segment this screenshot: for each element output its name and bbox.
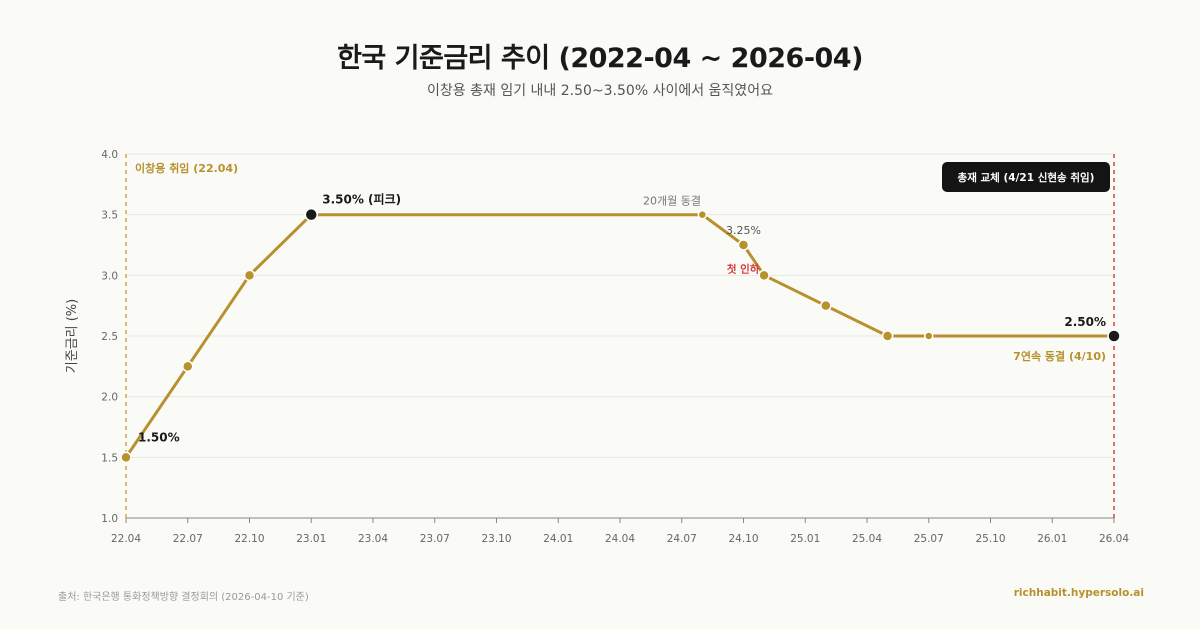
y-tick-label: 3.5 [101,210,118,222]
x-tick-label: 23.01 [296,533,326,545]
x-tick-label: 22.07 [173,533,203,545]
x-tick-label: 25.07 [914,533,944,545]
page-subtitle: 이창용 총재 임기 내내 2.50~3.50% 사이에서 움직였어요 [427,83,773,99]
data-point [182,360,194,373]
page-title: 한국 기준금리 추이 (2022-04 ~ 2026-04) [337,43,863,74]
x-tick-label: 26.01 [1037,533,1067,545]
data-point [924,331,934,341]
start-event-label: 이창용 취임 (22.04) [135,161,238,175]
x-tick-label: 25.04 [852,533,882,545]
x-tick-label: 26.04 [1099,533,1129,545]
y-tick-label: 3.0 [101,270,118,282]
y-tick-label: 1.5 [101,452,118,464]
data-point [243,269,256,282]
source-note: 출처: 한국은행 통화정책방향 결정회의 (2026-04-10 기준) [58,592,309,603]
brand-link[interactable]: richhabit.hypersolo.ai [1013,587,1144,599]
x-tick-label: 25.01 [790,533,820,545]
data-point [697,209,708,220]
x-tick-label: 24.07 [667,533,697,545]
governor-change-label: 총재 교체 (4/21 신현송 취임) [958,171,1095,184]
x-tick-label: 24.04 [605,533,635,545]
x-tick-label: 23.04 [358,533,388,545]
data-point [758,269,770,282]
data-point [737,239,750,251]
first-cut-label: 첫 인하 [727,262,760,275]
end-freeze-label: 7연속 동결 (4/10) [1013,349,1106,363]
data-point [881,330,894,342]
governor-change-badge [942,162,1110,192]
x-tick-label: 22.10 [234,533,264,545]
data-point [120,451,132,464]
y-tick-label: 1.0 [101,513,118,525]
end-marker [1107,329,1121,343]
peak-marker [304,207,318,222]
x-tick-label: 24.10 [728,533,758,545]
y-tick-label: 2.0 [101,392,118,404]
start-value-label: 1.50% [138,430,180,444]
end-value-label: 2.50% [1064,315,1106,329]
y-tick-label: 4.0 [101,149,118,161]
freeze-label: 20개월 동결 [643,195,701,208]
x-tick-label: 22.04 [111,533,141,545]
x-tick-label: 24.01 [543,533,573,545]
x-tick-label: 23.10 [481,533,511,545]
data-point [820,299,832,312]
x-tick-label: 23.07 [420,533,450,545]
first-cut-value-label: 3.25% [726,224,761,237]
x-tick-label: 25.10 [975,533,1005,545]
y-tick-label: 2.5 [101,331,118,343]
peak-value-label: 3.50% (피크) [322,192,401,207]
y-axis-label: 기준금리 (%) [65,299,80,373]
